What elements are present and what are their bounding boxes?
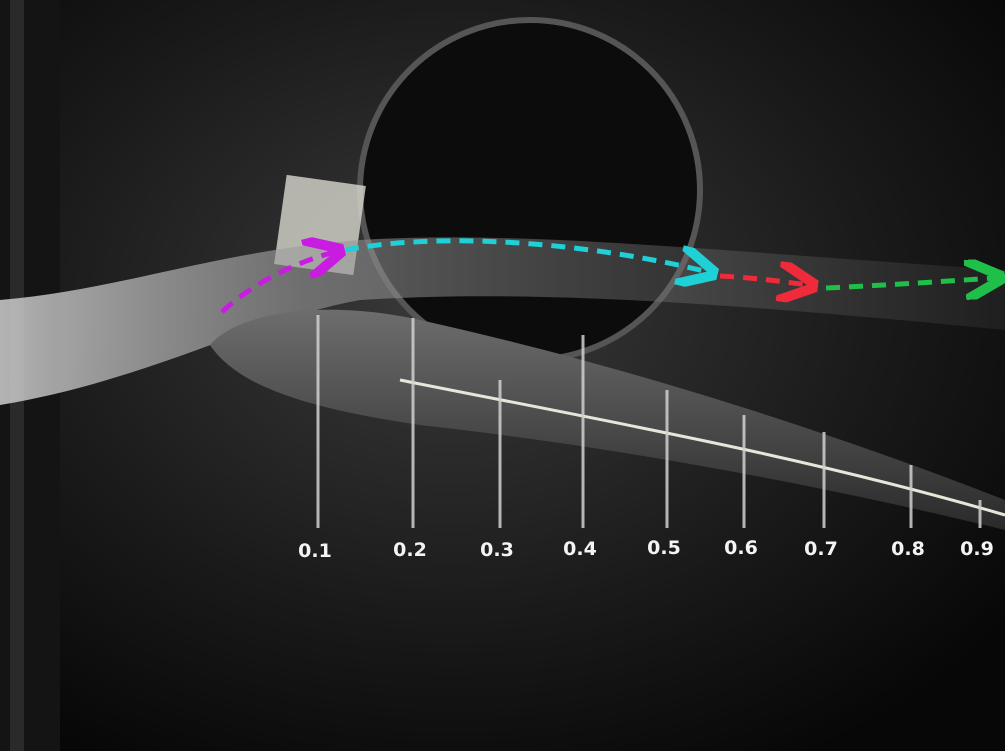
station-label: 0.9 <box>960 538 994 560</box>
photo: 0.1 0.2 0.3 0.4 0.5 0.6 0.7 0.8 0.9 <box>0 0 1005 751</box>
station-label: 0.8 <box>891 538 925 560</box>
station-label: 0.5 <box>647 537 681 559</box>
station-label: 0.1 <box>298 540 332 562</box>
window <box>360 20 700 360</box>
station-label: 0.4 <box>563 538 597 560</box>
station-label: 0.2 <box>393 539 427 561</box>
station-label: 0.7 <box>804 538 838 560</box>
page: 0.10.20.30.40.50.60.70.80.9 (() => { con… <box>0 0 1005 751</box>
station-label: 0.3 <box>480 539 514 561</box>
station-label: 0.6 <box>724 537 758 559</box>
